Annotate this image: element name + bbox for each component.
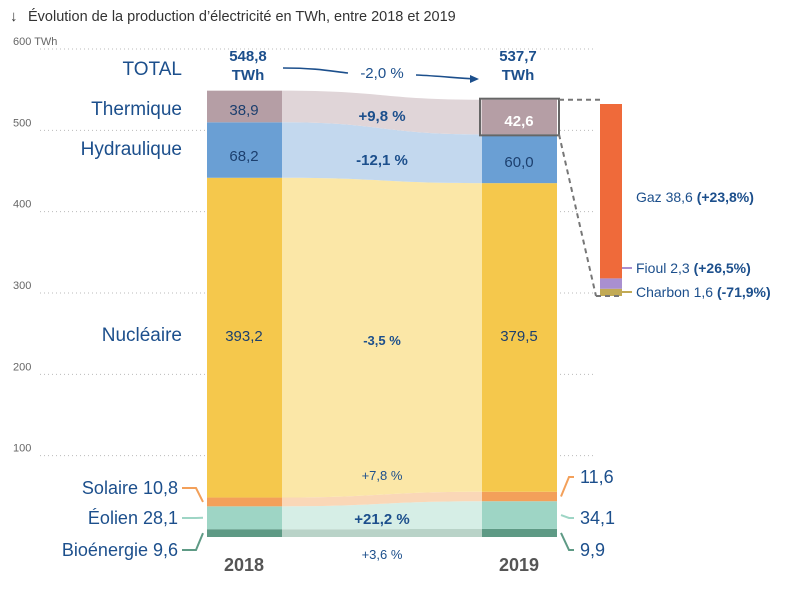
y-tick-label: 200 xyxy=(13,361,31,373)
change-thermique: +9,8 % xyxy=(358,108,405,125)
down-arrow-icon: ↓ xyxy=(10,8,18,25)
breakdown-bar-gaz xyxy=(600,104,622,279)
change-hydraulique: -12,1 % xyxy=(356,152,408,169)
label-2019-bioenergie: 9,9 xyxy=(580,540,605,560)
change-solaire: +7,8 % xyxy=(362,468,403,483)
band-eolien xyxy=(282,501,482,530)
value-2019-thermique: 42,6 xyxy=(504,113,533,130)
leader-2019-solaire xyxy=(560,476,574,497)
value-2018-nucleaire: 393,2 xyxy=(225,328,263,345)
band-bioenergie xyxy=(282,528,482,537)
thermique-2019-highlight xyxy=(479,97,560,137)
series-name-nucleaire: Nucléaire xyxy=(102,325,182,346)
label-2018-bioenergie: Bioénergie 9,6 xyxy=(62,540,178,560)
change-bioenergie: +3,6 % xyxy=(362,547,403,562)
chart-title-group: ↓ Évolution de la production d’électrici… xyxy=(10,8,456,25)
bar-2018-thermique xyxy=(207,90,282,123)
bar-2019-nucleaire xyxy=(482,183,557,492)
total-label: TOTAL xyxy=(123,59,182,80)
breakdown-bar-fioul xyxy=(600,278,622,289)
y-tick-label: 300 xyxy=(13,280,31,292)
change-nucleaire: -3,5 % xyxy=(363,333,401,348)
value-2019-hydraulique: 60,0 xyxy=(504,154,533,171)
label-2018-eolien: Éolien 28,1 xyxy=(88,508,178,528)
total-change: -2,0 % xyxy=(360,65,403,82)
label-2019-solaire: 11,6 xyxy=(580,467,614,487)
bar-2018-bioenergie xyxy=(207,529,282,537)
band-nucleaire xyxy=(282,177,482,498)
y-tick-label: 400 xyxy=(13,199,31,211)
bar-2018-eolien xyxy=(207,506,282,530)
series-name-thermique: Thermique xyxy=(91,99,182,120)
value-2018-hydraulique: 68,2 xyxy=(229,148,258,165)
band-hydraulique xyxy=(282,122,482,184)
change-eolien: +21,2 % xyxy=(354,511,409,528)
breakdown-label-charbon: Charbon 1,6 (-71,9%) xyxy=(636,284,771,300)
leader-2019-eolien xyxy=(560,514,574,519)
total-unit-2018: TWh xyxy=(232,67,264,84)
flow-bands xyxy=(282,90,482,537)
y-tick-label: 600 TWh xyxy=(13,36,57,48)
stacked-bars xyxy=(207,90,560,537)
chart-title: Évolution de la production d’électricité… xyxy=(28,8,456,25)
leader-2019-bioenergie xyxy=(560,532,574,551)
bar-2019-eolien xyxy=(482,501,557,529)
y-tick-label: 500 xyxy=(13,117,31,129)
bar-2019-hydraulique xyxy=(482,134,557,184)
total-arrow-right xyxy=(415,74,477,80)
arrow-head-icon xyxy=(470,75,479,83)
bar-2018-hydraulique xyxy=(207,122,282,178)
leader-2018-bioenergie xyxy=(182,532,204,551)
breakdown-bar-charbon xyxy=(600,288,622,296)
bar-2019-thermique xyxy=(482,99,557,135)
leader-2018-solaire xyxy=(182,487,204,503)
band-solaire xyxy=(282,491,482,507)
total-arrow-left xyxy=(282,67,349,74)
bar-2019-solaire xyxy=(482,491,557,502)
value-2019-nucleaire: 379,5 xyxy=(500,328,538,345)
bar-2018-solaire xyxy=(207,497,282,507)
bar-2018-nucleaire xyxy=(207,177,282,498)
breakdown-connector xyxy=(558,98,600,297)
breakdown-label-fioul: Fioul 2,3 (+26,5%) xyxy=(636,260,751,276)
year-label-2018: 2018 xyxy=(224,555,264,575)
total-unit-2019: TWh xyxy=(502,67,534,84)
year-label-2019: 2019 xyxy=(499,555,539,575)
y-grid: 100 200 300 400 500 600 TWh xyxy=(13,36,595,457)
total-value-2019: 537,7 xyxy=(499,48,537,65)
value-2018-thermique: 38,9 xyxy=(229,102,258,119)
breakdown-label-gaz: Gaz 38,6 (+23,8%) xyxy=(636,189,754,205)
thermique-breakdown: Charbon 1,6 (-71,9%) Fioul 2,3 (+26,5%) Ga… xyxy=(558,98,771,300)
total-value-2018: 548,8 xyxy=(229,48,267,65)
y-tick-label: 100 xyxy=(13,443,31,455)
band-thermique xyxy=(282,90,482,135)
data-labels: 393,2 379,5 -3,5 % Nucléaire 68,2 60,0 -12,1 %… xyxy=(62,48,615,575)
label-2019-eolien: 34,1 xyxy=(580,508,615,528)
bar-2019-bioenergie xyxy=(482,528,557,537)
label-2018-solaire: Solaire 10,8 xyxy=(82,478,178,498)
series-name-hydraulique: Hydraulique xyxy=(81,139,182,160)
